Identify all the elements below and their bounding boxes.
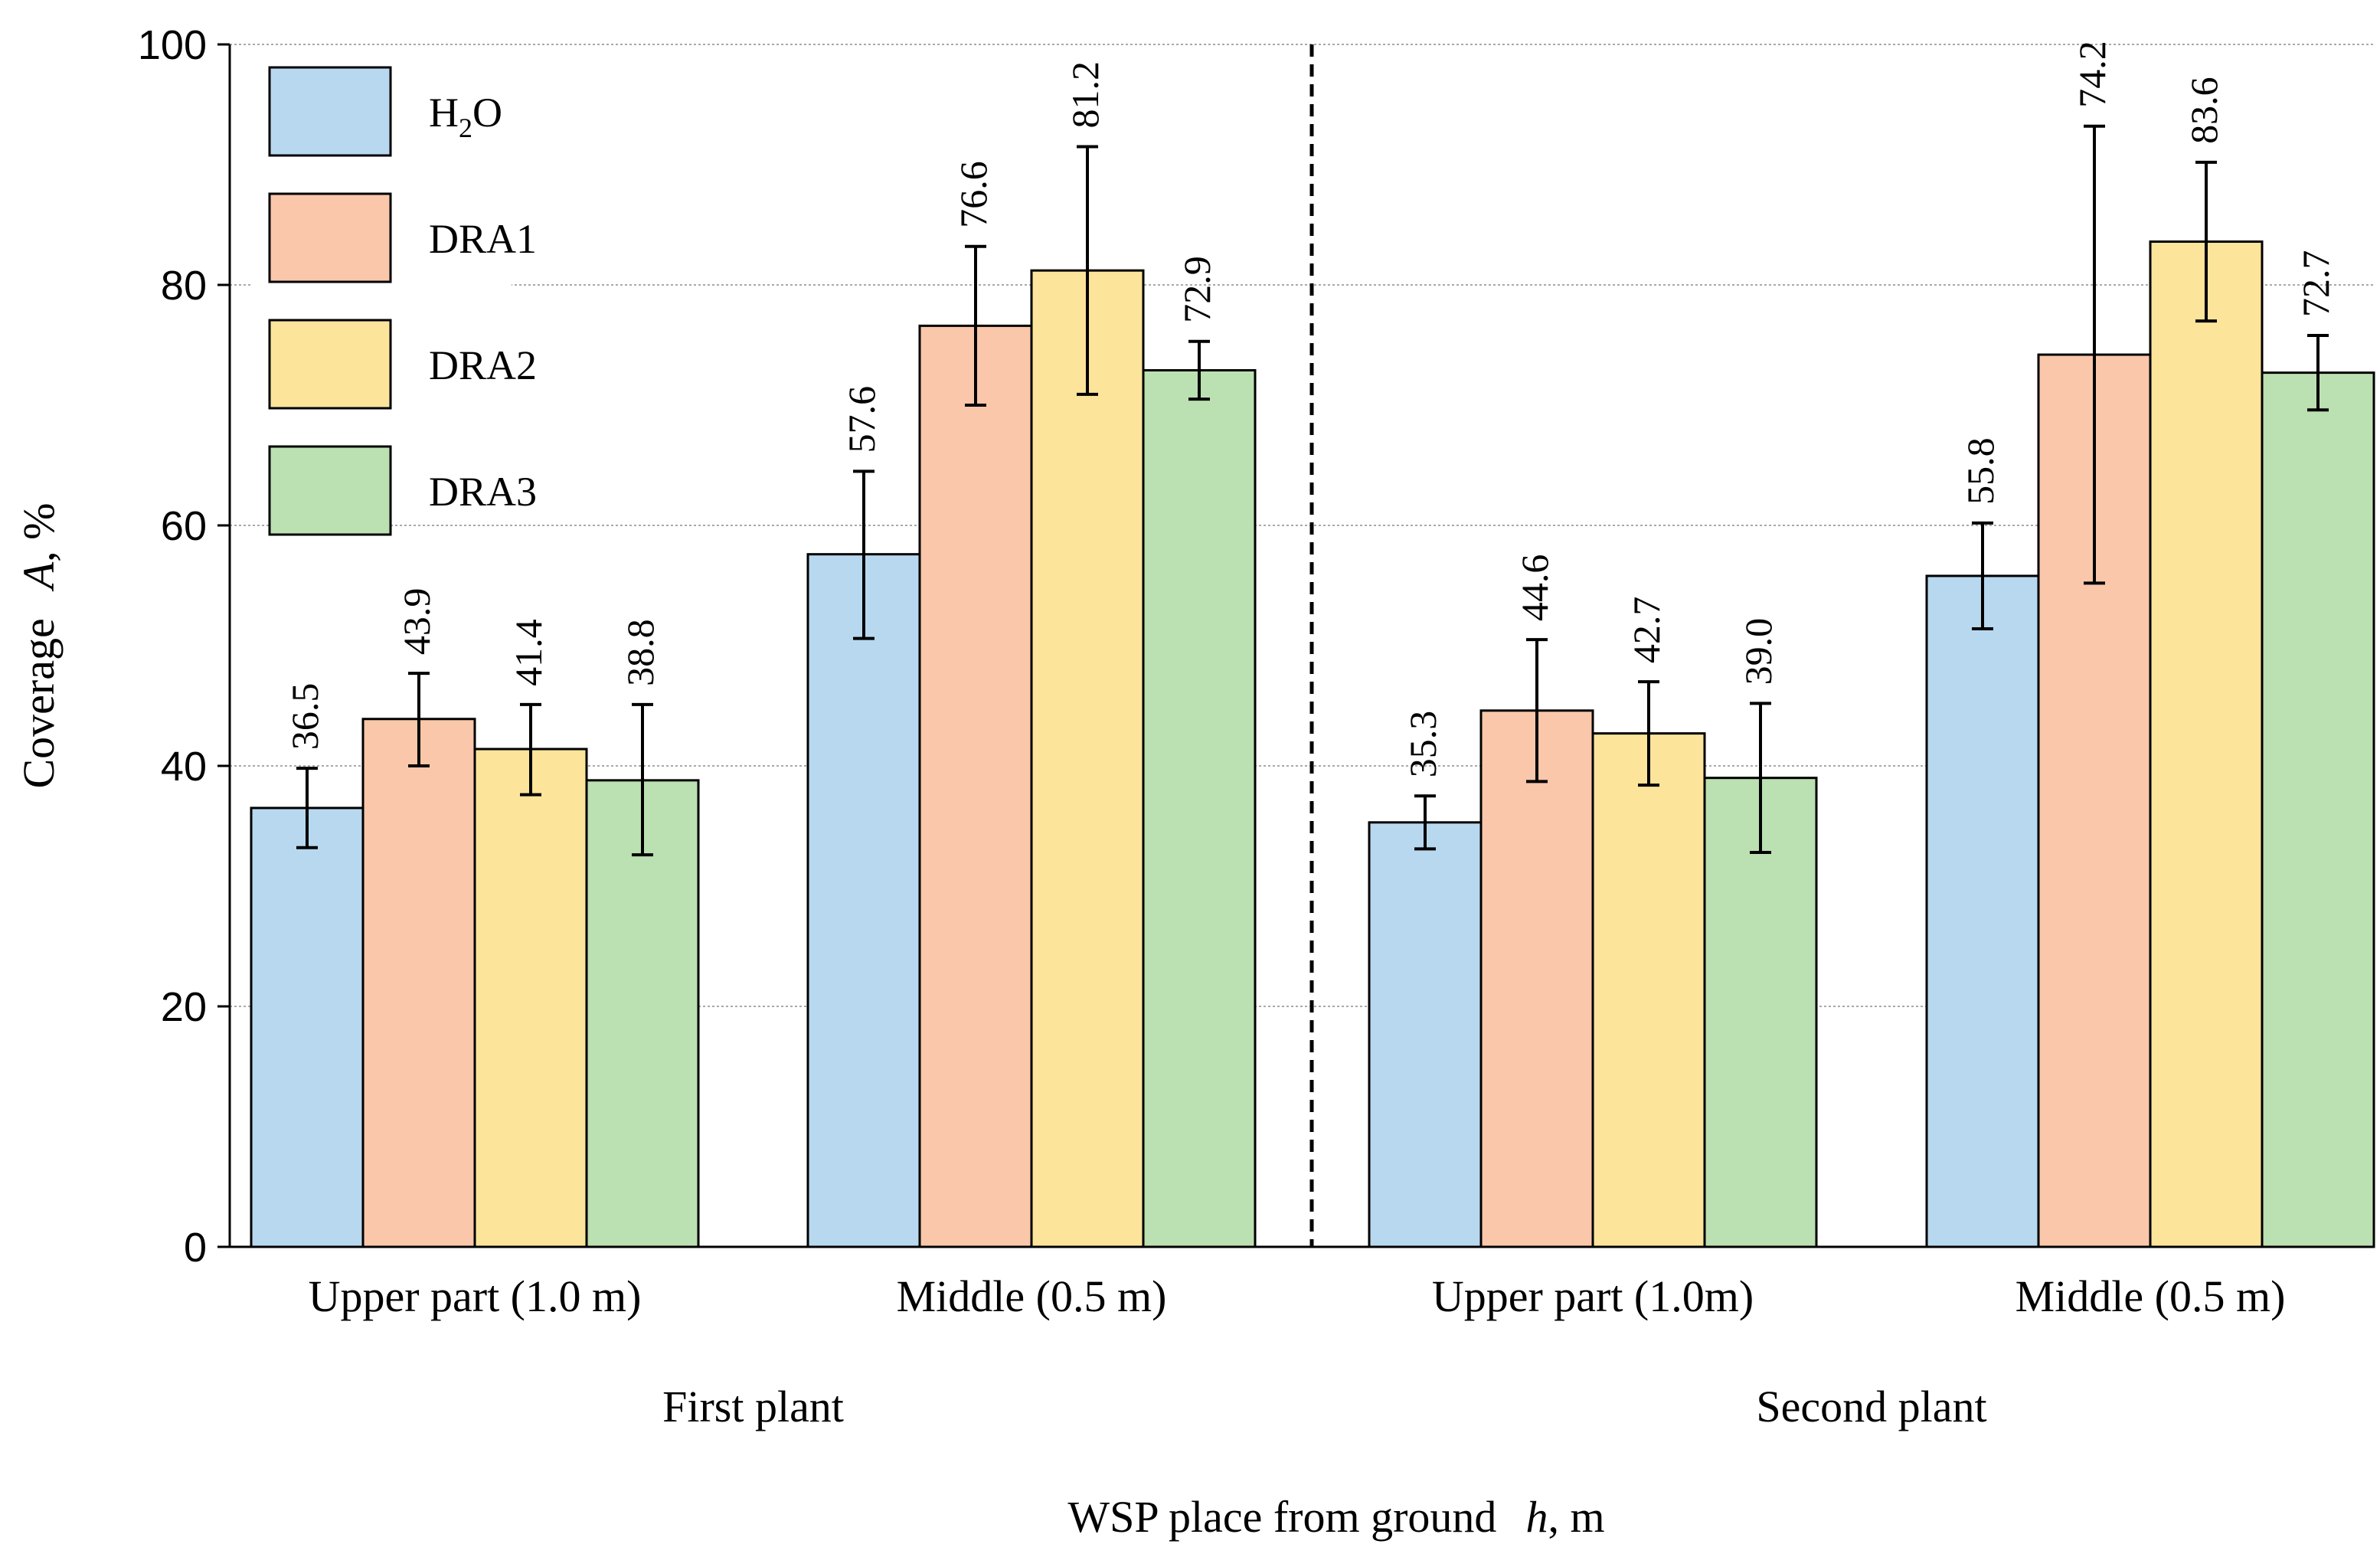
y-axis-label-unit: , %	[14, 503, 64, 562]
bar-dra2	[473, 748, 588, 1248]
category-label: Middle (0.5 m)	[897, 1271, 1167, 1321]
y-ticks: 0 20 40 60 80 100	[138, 22, 230, 1271]
bar-dra1	[918, 324, 1033, 1248]
y-axis-label: Coverage A, %	[14, 503, 64, 789]
category-label: Middle (0.5 m)	[2015, 1271, 2286, 1321]
value-label: 44.6	[1513, 555, 1556, 622]
value-label: 83.6	[2182, 77, 2225, 144]
bar-dra2	[1030, 269, 1145, 1248]
x-axis-label-text: WSP place from ground	[1067, 1492, 1496, 1542]
value-label: 74.2	[2071, 41, 2114, 108]
y-tick-label: 0	[184, 1225, 207, 1271]
plant-label: Second plant	[1756, 1382, 1986, 1431]
legend-label: DRA3	[429, 469, 537, 515]
legend-swatch-h2o	[268, 66, 392, 157]
value-label: 72.7	[2294, 250, 2337, 317]
legend: H2O DRA1 DRA2 DRA3	[251, 46, 537, 536]
bar-dra2	[1591, 732, 1706, 1248]
value-label: 38.8	[619, 619, 662, 686]
value-label: 76.6	[952, 161, 995, 228]
bar-h2o	[1925, 574, 2040, 1248]
axes	[228, 44, 2374, 1248]
x-axis-label-variable: h	[1525, 1492, 1548, 1542]
value-label: 42.7	[1625, 597, 1668, 664]
plant-label: First plant	[662, 1382, 844, 1431]
x-axis-label: WSP place from ground h, m	[1067, 1492, 1604, 1542]
bar-dra3	[1703, 777, 1818, 1248]
bar-h2o	[1368, 821, 1483, 1248]
value-label: 35.3	[1401, 711, 1444, 778]
legend-label: DRA2	[429, 342, 537, 388]
bar-h2o	[250, 806, 365, 1248]
y-tick-label: 80	[161, 263, 207, 309]
y-tick-label: 100	[138, 22, 207, 68]
x-axis-label-unit: , m	[1548, 1492, 1604, 1542]
value-label: 41.4	[507, 619, 550, 686]
legend-swatch-dra2	[268, 319, 392, 410]
y-tick-label: 60	[161, 503, 207, 549]
plant-labels: First plant Second plant	[662, 1382, 1987, 1431]
bar-dra1	[361, 718, 476, 1248]
category-label: Upper part (1.0m)	[1432, 1271, 1754, 1321]
legend-swatch-dra1	[268, 192, 392, 283]
value-labels: 36.5 43.9 41.4 38.8 57.6 76.6 81.2 72.9 35.3 44.6…	[283, 41, 2337, 777]
value-label: 57.6	[840, 386, 883, 453]
gridlines	[230, 44, 2374, 1007]
bar-dra3	[2261, 371, 2375, 1248]
value-label: 72.9	[1175, 256, 1218, 323]
value-label: 55.8	[1959, 437, 2002, 505]
bar-dra2	[2149, 240, 2264, 1248]
y-axis-label-text: Coverage	[14, 618, 64, 788]
y-axis-label-variable: A	[14, 561, 64, 592]
bar-h2o	[806, 553, 921, 1248]
value-label: 81.2	[1064, 61, 1107, 129]
bar-dra3	[585, 779, 700, 1248]
legend-label: DRA1	[429, 216, 537, 262]
legend-label: H2O	[429, 90, 502, 143]
value-label: 43.9	[395, 588, 438, 656]
y-tick-label: 40	[161, 744, 207, 790]
bars	[250, 124, 2375, 1248]
bar-dra3	[1142, 368, 1257, 1248]
value-label: 36.5	[283, 683, 326, 751]
value-label: 39.0	[1737, 618, 1780, 685]
bar-dra1	[1479, 709, 1594, 1248]
category-labels: Upper part (1.0 m) Middle (0.5 m) Upper pa…	[309, 1271, 2286, 1321]
category-label: Upper part (1.0 m)	[309, 1271, 642, 1321]
y-tick-label: 20	[161, 984, 207, 1030]
legend-swatch-dra3	[268, 445, 392, 536]
